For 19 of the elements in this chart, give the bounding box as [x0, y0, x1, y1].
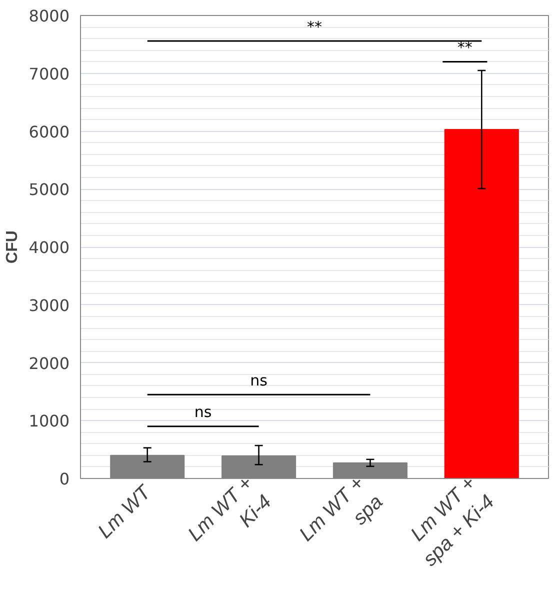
y-tick-label: 6000	[28, 122, 70, 142]
y-tick-label: 5000	[28, 180, 70, 200]
y-tick-label: 0	[59, 470, 70, 488]
y-tick-label: 4000	[28, 238, 70, 257]
bar	[444, 129, 519, 478]
x-tick-label: Lm WT + spa	[295, 472, 388, 546]
annotation: ns	[194, 403, 212, 422]
y-tick-label: 3000	[28, 296, 70, 315]
y-tick-label: 8000	[28, 6, 70, 26]
y-tick-label: 2000	[28, 354, 70, 373]
x-tick-label: Lm WT + Ki-4	[184, 472, 276, 546]
y-axis-title: CFU	[4, 230, 21, 264]
annotation: **	[307, 18, 322, 36]
y-tick-label: 1000	[28, 412, 70, 431]
x-tick-label: Lm WT + spa + Ki-4	[406, 472, 499, 571]
x-tick-label: Lm WT	[94, 480, 156, 543]
y-tick-label: 7000	[28, 64, 70, 84]
annotation: **	[457, 38, 473, 57]
annotation: ns	[250, 371, 268, 390]
